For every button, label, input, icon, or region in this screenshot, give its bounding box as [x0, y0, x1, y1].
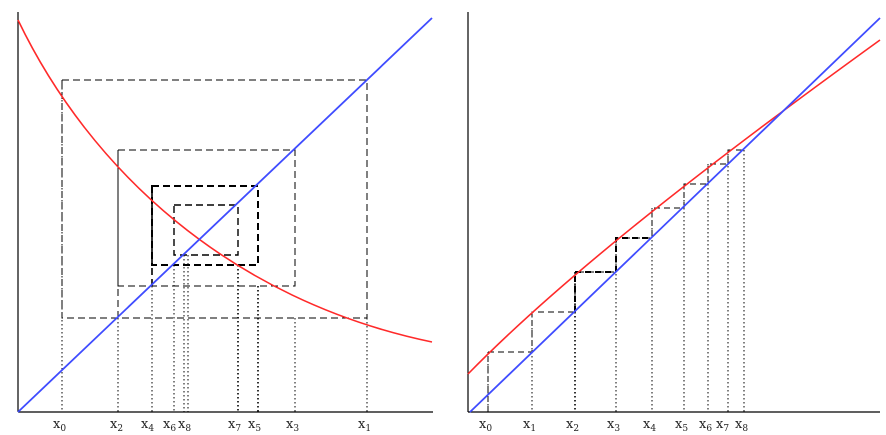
left-label-x0: x0 [53, 417, 66, 434]
left-label-x4: x4 [141, 417, 154, 434]
left-label-x6: x6 [163, 417, 176, 434]
right-drop-lines [487, 150, 745, 412]
right-cobweb-staircase [487, 149, 744, 412]
right-label-x5: x5 [675, 417, 688, 434]
right-label-x6: x6 [699, 417, 712, 434]
right-panel: x0 x1 x2 x3 x4 x5 x6 x7 x8 [467, 12, 881, 434]
left-cobweb [61, 79, 368, 319]
left-label-x8: x8 [178, 417, 191, 434]
left-identity-line [17, 17, 433, 413]
left-label-x7: x7 [228, 417, 241, 434]
left-x-labels: x0 x2 x4 x6 x8 x7 x5 x3 x1 [53, 417, 371, 434]
left-label-x3: x3 [286, 417, 299, 434]
left-panel: x0 x2 x4 x6 x8 x7 x5 x3 x1 [17, 12, 433, 434]
left-function-curve [17, 19, 433, 343]
right-label-x4: x4 [643, 417, 656, 434]
left-label-x5: x5 [248, 417, 261, 434]
left-label-x1: x1 [358, 417, 371, 434]
right-label-x8: x8 [735, 417, 748, 434]
right-x-labels: x0 x1 x2 x3 x4 x5 x6 x7 x8 [479, 417, 748, 434]
right-identity-line [469, 17, 881, 413]
right-label-x7: x7 [716, 417, 729, 434]
right-cobweb-bold-steps [574, 237, 652, 312]
right-label-x3: x3 [607, 417, 620, 434]
right-label-x2: x2 [566, 417, 579, 434]
left-drop-lines [61, 80, 368, 412]
right-function-curve [467, 39, 881, 375]
left-label-x2: x2 [110, 417, 123, 434]
right-label-x1: x1 [523, 417, 536, 434]
right-label-x0: x0 [479, 417, 492, 434]
